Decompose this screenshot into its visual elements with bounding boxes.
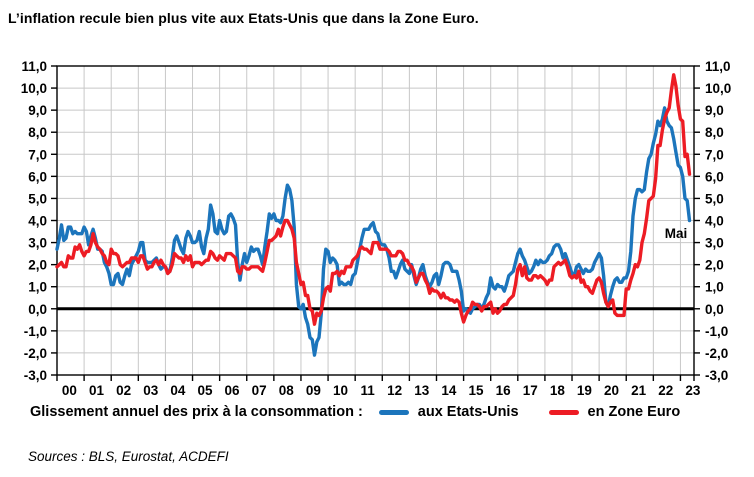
legend-item-euro: en Zone Euro	[548, 404, 681, 420]
x-axis-label: 14	[441, 383, 457, 398]
y-axis-label-right: 11,0	[705, 59, 731, 74]
y-axis-label-right: 6,0	[705, 169, 724, 184]
y-axis-label-right: 9,0	[705, 103, 724, 118]
x-axis-label: 07	[252, 383, 267, 398]
y-axis-label-right: 10,0	[705, 81, 731, 96]
y-axis-label-left: 11,0	[21, 59, 47, 74]
x-axis-label: 09	[306, 383, 321, 398]
x-axis-label: 10	[333, 383, 348, 398]
chart-title: L’inflation recule bien plus vite aux Et…	[8, 10, 479, 26]
latest-month-annotation: Mai	[665, 226, 688, 241]
x-axis-label: 20	[604, 383, 619, 398]
y-axis-label-right: 3,0	[705, 236, 724, 251]
y-axis-label-left: -3,0	[24, 368, 47, 383]
euro-line-swatch	[548, 409, 579, 415]
y-axis-label-right: 5,0	[705, 191, 724, 206]
y-axis-label-left: 1,0	[28, 280, 47, 295]
x-axis-label: 21	[631, 383, 647, 398]
y-axis-label-right: 0,0	[705, 302, 724, 317]
y-axis-label-left: 5,0	[28, 191, 47, 206]
x-axis-label: 03	[143, 383, 159, 398]
legend-title: Glissement annuel des prix à la consomma…	[30, 404, 363, 420]
y-axis-label-right: -2,0	[705, 346, 728, 361]
y-axis-label-right: -3,0	[705, 368, 728, 383]
x-axis-label: 01	[89, 383, 105, 398]
x-axis-label: 18	[550, 383, 566, 398]
y-axis-label-left: 2,0	[28, 258, 47, 273]
y-axis-label-left: -2,0	[24, 346, 47, 361]
chart-legend: Glissement annuel des prix à la consomma…	[30, 404, 710, 420]
x-axis-label: 12	[387, 383, 402, 398]
y-axis-label-left: 3,0	[28, 236, 47, 251]
inflation-line-chart: -3,0 -3,0 -2,0 -2,0 -1,0 -1,0 0,0 0,0 1,0 1,0 2,0 2…	[21, 59, 732, 398]
legend-item-us: aux Etats-Unis	[378, 404, 519, 420]
legend-label-us: aux Etats-Unis	[417, 404, 519, 420]
y-axis-label-left: 0,0	[28, 302, 47, 317]
legend-label-euro: en Zone Euro	[587, 404, 681, 420]
sources-note: Sources : BLS, Eurostat, ACDEFI	[28, 449, 229, 464]
x-axis-label: 13	[414, 383, 430, 398]
x-axis-label: 19	[577, 383, 592, 398]
y-axis-label-right: 8,0	[705, 125, 724, 140]
x-axis-label: 15	[469, 383, 485, 398]
y-axis-label-left: 10,0	[21, 81, 47, 96]
x-axis-label: 16	[496, 383, 512, 398]
y-axis-label-left: 7,0	[28, 147, 47, 162]
us-line-swatch	[378, 409, 409, 415]
y-axis-label-right: 1,0	[705, 280, 724, 295]
y-axis-label-right: 2,0	[705, 258, 724, 273]
y-axis-label-right: 4,0	[705, 214, 724, 229]
y-axis-label-left: 4,0	[28, 214, 47, 229]
y-axis-label-right: 7,0	[705, 147, 724, 162]
x-axis-label: 02	[116, 383, 131, 398]
y-axis-label-right: -1,0	[705, 324, 728, 339]
x-axis-label: 08	[279, 383, 295, 398]
y-axis-label-left: 6,0	[28, 169, 47, 184]
x-axis-label: 17	[523, 383, 538, 398]
x-axis-label: 06	[225, 383, 241, 398]
y-axis-label-left: 9,0	[28, 103, 47, 118]
x-axis-label: 11	[360, 383, 375, 398]
euro-inflation-line	[55, 73, 692, 326]
us-inflation-line	[55, 106, 692, 357]
y-axis-label-left: -1,0	[24, 324, 47, 339]
x-axis-label: 00	[62, 383, 77, 398]
x-axis-label: 22	[658, 383, 673, 398]
y-axis-label-left: 8,0	[28, 125, 47, 140]
x-axis-label: 05	[197, 383, 213, 398]
x-axis-label: 23	[685, 383, 701, 398]
x-axis-label: 04	[170, 383, 186, 398]
